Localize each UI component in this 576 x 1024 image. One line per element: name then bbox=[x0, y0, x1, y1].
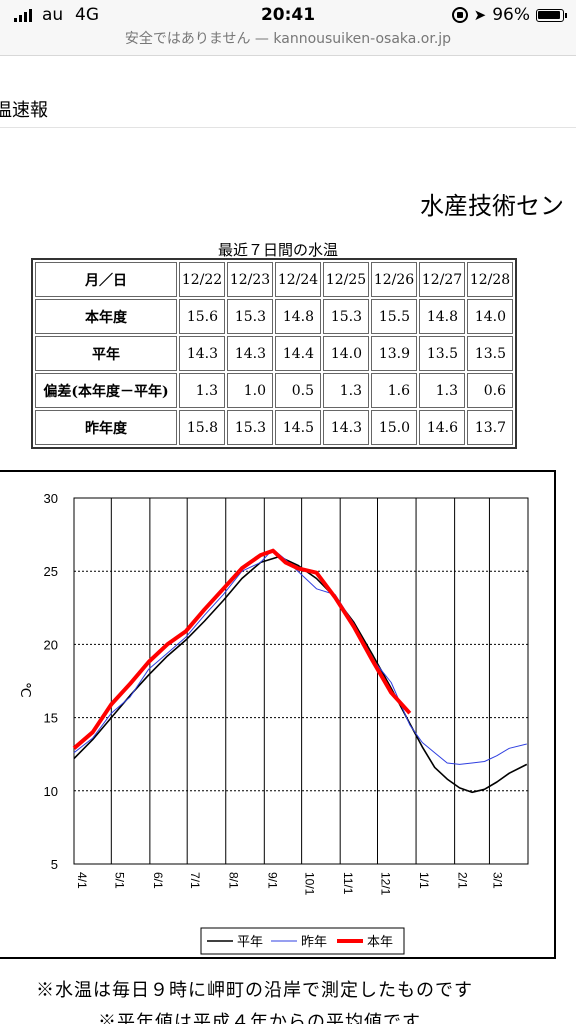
value-cell: 15.5 bbox=[371, 299, 417, 334]
x-tick-label: 2/1 bbox=[456, 872, 470, 889]
location-icon: ➤ bbox=[473, 6, 487, 24]
value-cell: 14.8 bbox=[419, 299, 465, 334]
row-label: 本年度 bbox=[35, 299, 177, 334]
battery-percent: 96% bbox=[492, 5, 530, 25]
value-cell: 14.3 bbox=[323, 410, 369, 445]
date-cell: 12/22 bbox=[179, 262, 225, 297]
water-temperature-chart: 4/1 5/1 6/1 7/1 8/1 9/1 10/1 11/1 12/1 1/1 2/1 3/1 3… bbox=[0, 470, 556, 959]
date-cell: 12/26 bbox=[371, 262, 417, 297]
value-cell: 15.6 bbox=[179, 299, 225, 334]
value-cell: 1.0 bbox=[227, 373, 273, 408]
status-bar: au 4G 20:41 ➤ 96% 安全ではありません — kannousuik… bbox=[0, 0, 576, 56]
x-tick-label: 8/1 bbox=[227, 872, 241, 889]
y-tick-label: 20 bbox=[44, 637, 58, 652]
row-label: 昨年度 bbox=[35, 410, 177, 445]
note-normal-values: ※平年値は平成４年からの平均値です bbox=[98, 1012, 421, 1024]
legend-label: 平年 bbox=[237, 934, 263, 949]
value-cell: 14.8 bbox=[275, 299, 321, 334]
table-row: 昨年度 15.8 15.3 14.5 14.3 15.0 14.6 13.7 bbox=[35, 410, 513, 445]
x-tick-label: 4/1 bbox=[75, 872, 89, 889]
network-type: 4G bbox=[75, 5, 99, 25]
legend-box bbox=[200, 927, 405, 955]
carrier-name: au bbox=[42, 5, 64, 25]
table-header-row: 月／日 12/22 12/23 12/24 12/25 12/26 12/27 … bbox=[35, 262, 513, 297]
x-tick-label: 1/1 bbox=[417, 872, 431, 889]
header-cell: 月／日 bbox=[35, 262, 177, 297]
x-tick-label: 7/1 bbox=[188, 872, 202, 889]
row-label: 偏差(本年度－平年) bbox=[35, 373, 177, 408]
value-cell: 14.5 bbox=[275, 410, 321, 445]
value-cell: 14.3 bbox=[227, 336, 273, 371]
battery-icon bbox=[536, 8, 567, 22]
date-cell: 12/27 bbox=[419, 262, 465, 297]
signal-icon bbox=[14, 8, 32, 22]
table-row: 偏差(本年度－平年) 1.3 1.0 0.5 1.3 1.6 1.3 0.6 bbox=[35, 373, 513, 408]
value-cell: 15.3 bbox=[227, 410, 273, 445]
value-cell: 15.3 bbox=[323, 299, 369, 334]
value-cell: 15.0 bbox=[371, 410, 417, 445]
value-cell: 15.8 bbox=[179, 410, 225, 445]
value-cell: 0.6 bbox=[467, 373, 513, 408]
value-cell: 14.3 bbox=[179, 336, 225, 371]
series-line-2 bbox=[72, 548, 412, 750]
value-cell: 0.5 bbox=[275, 373, 321, 408]
value-cell: 1.3 bbox=[179, 373, 225, 408]
value-cell: 13.5 bbox=[419, 336, 465, 371]
value-cell: 15.3 bbox=[227, 299, 273, 334]
legend-label: 昨年 bbox=[301, 934, 327, 949]
page-header: 温速報 bbox=[0, 90, 576, 128]
x-tick-label: 10/1 bbox=[303, 872, 317, 896]
x-tick-label: 9/1 bbox=[265, 872, 279, 889]
rotation-lock-icon bbox=[451, 7, 468, 23]
y-tick-label: 30 bbox=[44, 491, 58, 506]
date-cell: 12/28 bbox=[467, 262, 513, 297]
value-cell: 14.4 bbox=[275, 336, 321, 371]
table-caption: 最近７日間の水温 bbox=[217, 241, 338, 259]
note-measurement: ※水温は毎日９時に岬町の沿岸で測定したものです bbox=[36, 980, 473, 1001]
series-line-1 bbox=[73, 548, 527, 765]
water-temperature-table: 月／日 12/22 12/23 12/24 12/25 12/26 12/27 … bbox=[31, 258, 517, 449]
x-tick-label: 6/1 bbox=[151, 872, 165, 889]
value-cell: 14.0 bbox=[323, 336, 369, 371]
y-axis-label: ℃ bbox=[18, 682, 34, 698]
date-cell: 12/24 bbox=[275, 262, 321, 297]
value-cell: 13.5 bbox=[467, 336, 513, 371]
date-cell: 12/25 bbox=[323, 262, 369, 297]
clock: 20:41 bbox=[260, 5, 316, 25]
value-cell: 1.6 bbox=[371, 373, 417, 408]
y-tick-label: 25 bbox=[44, 564, 58, 579]
x-tick-label: 12/1 bbox=[378, 872, 392, 896]
legend-label: 本年 bbox=[367, 934, 393, 949]
x-tick-label: 3/1 bbox=[490, 872, 504, 889]
table-row: 本年度 15.6 15.3 14.8 15.3 15.5 14.8 14.0 bbox=[35, 299, 513, 334]
value-cell: 1.3 bbox=[323, 373, 369, 408]
y-tick-label: 15 bbox=[44, 711, 58, 726]
chart-svg: 4/1 5/1 6/1 7/1 8/1 9/1 10/1 11/1 12/1 1/1 2/1 3/1 3… bbox=[18, 491, 529, 955]
x-tick-label: 11/1 bbox=[341, 872, 355, 895]
table-row: 平年 14.3 14.3 14.4 14.0 13.9 13.5 13.5 bbox=[35, 336, 513, 371]
y-tick-label: 10 bbox=[44, 784, 58, 799]
date-cell: 12/23 bbox=[227, 262, 273, 297]
value-cell: 13.7 bbox=[467, 410, 513, 445]
value-cell: 1.3 bbox=[419, 373, 465, 408]
url-bar[interactable]: 安全ではありません — kannousuiken-osaka.or.jp bbox=[124, 31, 452, 47]
page-title: 温速報 bbox=[0, 100, 48, 121]
organization-name: 水産技術セン bbox=[420, 192, 564, 220]
value-cell: 13.9 bbox=[371, 336, 417, 371]
row-label: 平年 bbox=[35, 336, 177, 371]
value-cell: 14.0 bbox=[467, 299, 513, 334]
y-tick-label: 5 bbox=[51, 857, 58, 872]
value-cell: 14.6 bbox=[419, 410, 465, 445]
x-tick-label: 5/1 bbox=[112, 872, 126, 889]
plot-area bbox=[73, 497, 529, 865]
